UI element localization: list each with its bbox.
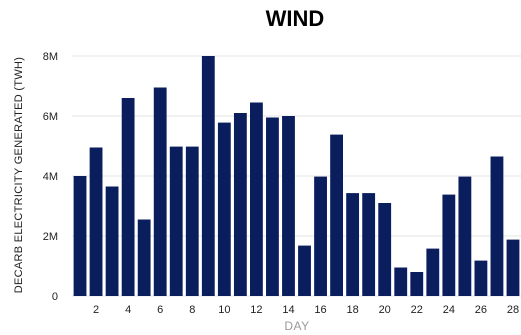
bar-day-3 — [105, 186, 119, 296]
bar-day-7 — [169, 146, 183, 296]
x-tick-label: 26 — [475, 304, 487, 316]
bar-day-24 — [442, 194, 456, 296]
bar-day-10 — [217, 122, 231, 296]
bar-day-1 — [73, 176, 87, 296]
x-tick-label: 4 — [125, 304, 131, 316]
x-tick-label: 20 — [379, 304, 391, 316]
x-tick-label: 14 — [282, 304, 294, 316]
x-axis-ticks: 2 4 6 8 10 12 14 16 18 20 22 24 26 28 — [93, 304, 519, 316]
bar-day-20 — [378, 203, 392, 296]
x-tick-label: 28 — [507, 304, 519, 316]
x-axis-label: DAY — [284, 319, 309, 333]
bar-day-13 — [266, 117, 279, 296]
x-tick-label: 10 — [218, 304, 230, 316]
x-tick-label: 2 — [93, 304, 99, 316]
bar-day-11 — [233, 113, 247, 296]
bar-day-21 — [394, 267, 408, 296]
x-tick-label: 16 — [314, 304, 326, 316]
bar-day-14 — [282, 116, 295, 296]
y-tick-label: 2M — [43, 231, 58, 243]
x-tick-label: 8 — [189, 304, 195, 316]
bar-day-18 — [346, 193, 360, 296]
bar-day-9 — [201, 56, 215, 296]
y-tick-label: 8M — [43, 51, 58, 63]
bar-day-2 — [89, 147, 103, 296]
bar-day-22 — [410, 272, 424, 296]
x-tick-label: 18 — [347, 304, 359, 316]
y-tick-label: 6M — [43, 111, 58, 123]
bars — [73, 56, 520, 296]
x-tick-label: 12 — [250, 304, 262, 316]
bar-day-16 — [314, 176, 327, 296]
y-axis-label: DECARB ELECTRICITY GENERATED (TWH) — [13, 57, 25, 294]
bar-day-27 — [490, 156, 504, 296]
bar-day-25 — [458, 176, 472, 296]
y-tick-label: 4M — [43, 171, 58, 183]
bar-day-19 — [362, 193, 376, 296]
bar-day-6 — [153, 87, 167, 296]
chart-title: WIND — [266, 6, 325, 31]
bar-day-26 — [474, 260, 488, 296]
bar-day-12 — [249, 102, 263, 296]
bar-day-23 — [426, 248, 440, 296]
bar-day-28 — [506, 239, 520, 296]
bar-day-17 — [330, 134, 344, 296]
y-tick-label: 0 — [52, 291, 58, 303]
bar-day-8 — [185, 146, 199, 296]
bar-day-15 — [298, 245, 311, 296]
x-tick-label: 22 — [411, 304, 423, 316]
y-axis-ticks: 0 2M 4M 6M 8M — [43, 51, 58, 303]
bar-day-5 — [137, 219, 151, 296]
bar-day-4 — [121, 98, 135, 296]
x-tick-label: 6 — [157, 304, 163, 316]
x-tick-label: 24 — [443, 304, 455, 316]
